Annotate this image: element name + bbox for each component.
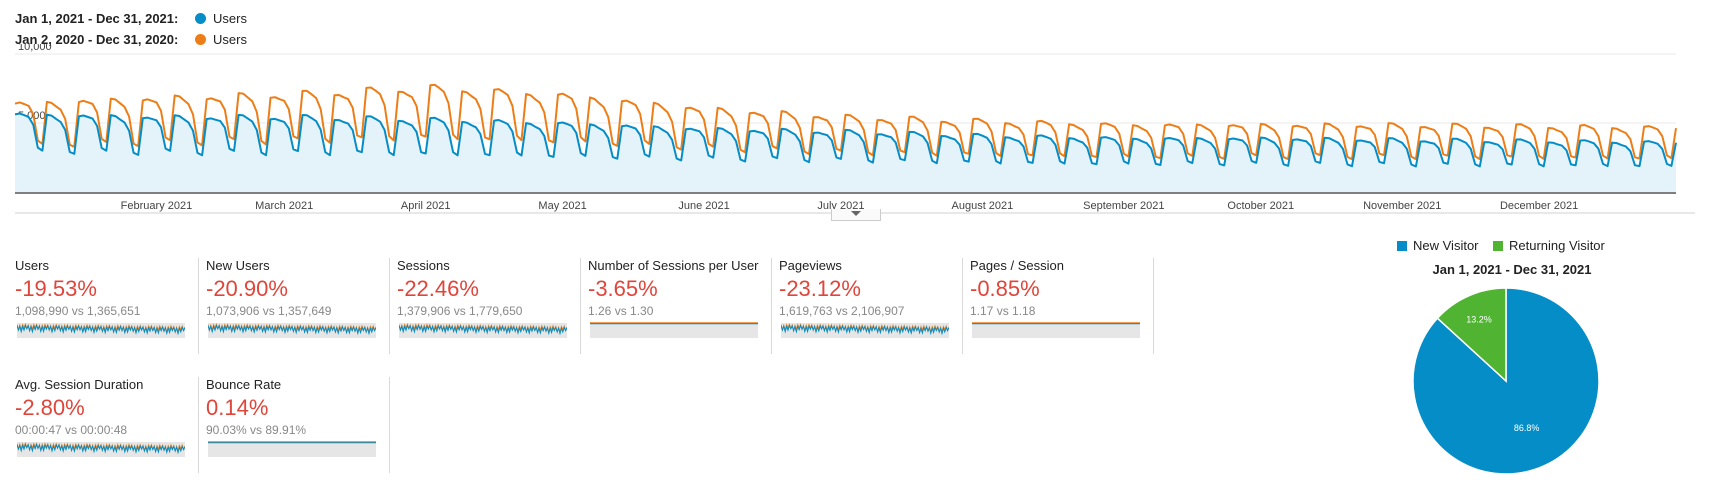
sparkline-bg (208, 442, 376, 457)
metric-comparison: 90.03% vs 89.91% (206, 423, 307, 437)
metric-sparkline (972, 322, 1140, 338)
metric-card[interactable]: Avg. Session Duration -2.80% 00:00:47 vs 0… (15, 377, 199, 473)
pie-legend-returning[interactable]: Returning Visitor (1493, 238, 1605, 253)
metric-card[interactable]: Sessions -22.46% 1,379,906 vs 1,779,650 (397, 258, 581, 354)
sparkline-current (17, 324, 185, 336)
metric-sparkline (208, 322, 376, 338)
legend-previous: Jan 2, 2020 - Dec 31, 2020: Users (15, 32, 247, 47)
metric-change: -0.85% (970, 276, 1040, 301)
metric-change: 0.14% (206, 395, 269, 420)
metric-change: -22.46% (397, 276, 479, 301)
x-tick-label: February 2021 (121, 200, 193, 212)
chart-collapse-toggle[interactable] (831, 209, 881, 221)
metric-sparkline (781, 322, 949, 338)
metric-change: -3.65% (588, 276, 658, 301)
pie-title: Jan 1, 2021 - Dec 31, 2021 (1432, 262, 1592, 277)
metric-comparison: 00:00:47 vs 00:00:48 (15, 423, 128, 437)
metric-comparison: 1,619,763 vs 2,106,907 (779, 304, 905, 318)
sparkline-current (781, 324, 949, 336)
metric-label: Bounce Rate (206, 377, 282, 392)
metric-label: Pageviews (779, 258, 842, 273)
legend-current-dot (195, 13, 206, 24)
x-tick-label: September 2021 (1083, 200, 1164, 212)
visitor-type-pie-chart[interactable]: 86.8% 13.2% (1410, 280, 1610, 480)
series-area-current (15, 113, 1676, 192)
metric-card[interactable]: Number of Sessions per User -3.65% 1.26 vs… (588, 258, 772, 354)
legend-current-range: Jan 1, 2021 - Dec 31, 2021: (15, 11, 179, 26)
pie-legend-returning-swatch (1493, 241, 1503, 251)
legend-current-series-label: Users (213, 11, 247, 26)
x-tick-label: March 2021 (255, 200, 313, 212)
legend-previous-series-label: Users (213, 32, 247, 47)
sparkline-bg (972, 323, 1140, 338)
legend-current-series[interactable]: Users (195, 11, 247, 26)
metric-sparkline (590, 322, 758, 338)
series-line-previous[interactable] (14, 83, 1677, 161)
metric-card[interactable]: Pages / Session -0.85% 1.17 vs 1.18 (970, 258, 1154, 354)
pie-legend-new[interactable]: New Visitor (1397, 238, 1479, 253)
metric-sparkline (17, 322, 185, 338)
metric-card[interactable]: New Users -20.90% 1,073,906 vs 1,357,649 (206, 258, 390, 354)
x-tick-label: August 2021 (952, 200, 1014, 212)
metric-comparison: 1.26 vs 1.30 (588, 304, 654, 318)
legend-previous-series[interactable]: Users (195, 32, 247, 47)
metric-label: New Users (206, 258, 270, 273)
pie-slice-label: 86.8% (1514, 423, 1540, 433)
metric-label: Pages / Session (970, 258, 1064, 273)
metric-sparkline (399, 322, 567, 338)
metric-label: Avg. Session Duration (15, 377, 144, 392)
metric-change: -20.90% (206, 276, 288, 301)
legend-previous-range: Jan 2, 2020 - Dec 31, 2020: (15, 32, 179, 47)
sparkline-current (208, 324, 376, 336)
pie-legend-new-swatch (1397, 241, 1407, 251)
metric-change: -2.80% (15, 395, 85, 420)
metric-sparkline (208, 441, 376, 457)
pie-legend-new-label: New Visitor (1413, 238, 1479, 253)
x-tick-label: June 2021 (678, 200, 729, 212)
sparkline-bg (590, 323, 758, 338)
x-tick-label: December 2021 (1500, 200, 1578, 212)
legend-previous-dot (195, 34, 206, 45)
sparkline-current (399, 324, 567, 336)
metric-change: -19.53% (15, 276, 97, 301)
metric-comparison: 1,379,906 vs 1,779,650 (397, 304, 523, 318)
x-tick-label: May 2021 (538, 200, 586, 212)
metric-card[interactable]: Pageviews -23.12% 1,619,763 vs 2,106,907 (779, 258, 963, 354)
pie-slice[interactable] (1436, 287, 1507, 383)
series-line-current[interactable] (14, 112, 1677, 168)
metric-change: -23.12% (779, 276, 861, 301)
pie-slice-label: 13.2% (1466, 315, 1492, 325)
y-tick-label: 10,000 (18, 44, 52, 53)
x-tick-label: October 2021 (1227, 200, 1294, 212)
metric-sparkline (17, 441, 185, 457)
legend-current: Jan 1, 2021 - Dec 31, 2021: Users (15, 11, 247, 26)
pie-legend-returning-label: Returning Visitor (1509, 238, 1605, 253)
metric-label: Users (15, 258, 49, 273)
sparkline-current (17, 443, 185, 455)
metric-label: Number of Sessions per User (588, 258, 759, 273)
x-tick-label: April 2021 (401, 200, 451, 212)
metric-comparison: 1,073,906 vs 1,357,649 (206, 304, 332, 318)
metric-card[interactable]: Bounce Rate 0.14% 90.03% vs 89.91% (206, 377, 390, 473)
metric-card[interactable]: Users -19.53% 1,098,990 vs 1,365,651 (15, 258, 199, 354)
metric-comparison: 1,098,990 vs 1,365,651 (15, 304, 141, 318)
x-tick-label: November 2021 (1363, 200, 1441, 212)
metric-label: Sessions (397, 258, 450, 273)
metric-comparison: 1.17 vs 1.18 (970, 304, 1036, 318)
